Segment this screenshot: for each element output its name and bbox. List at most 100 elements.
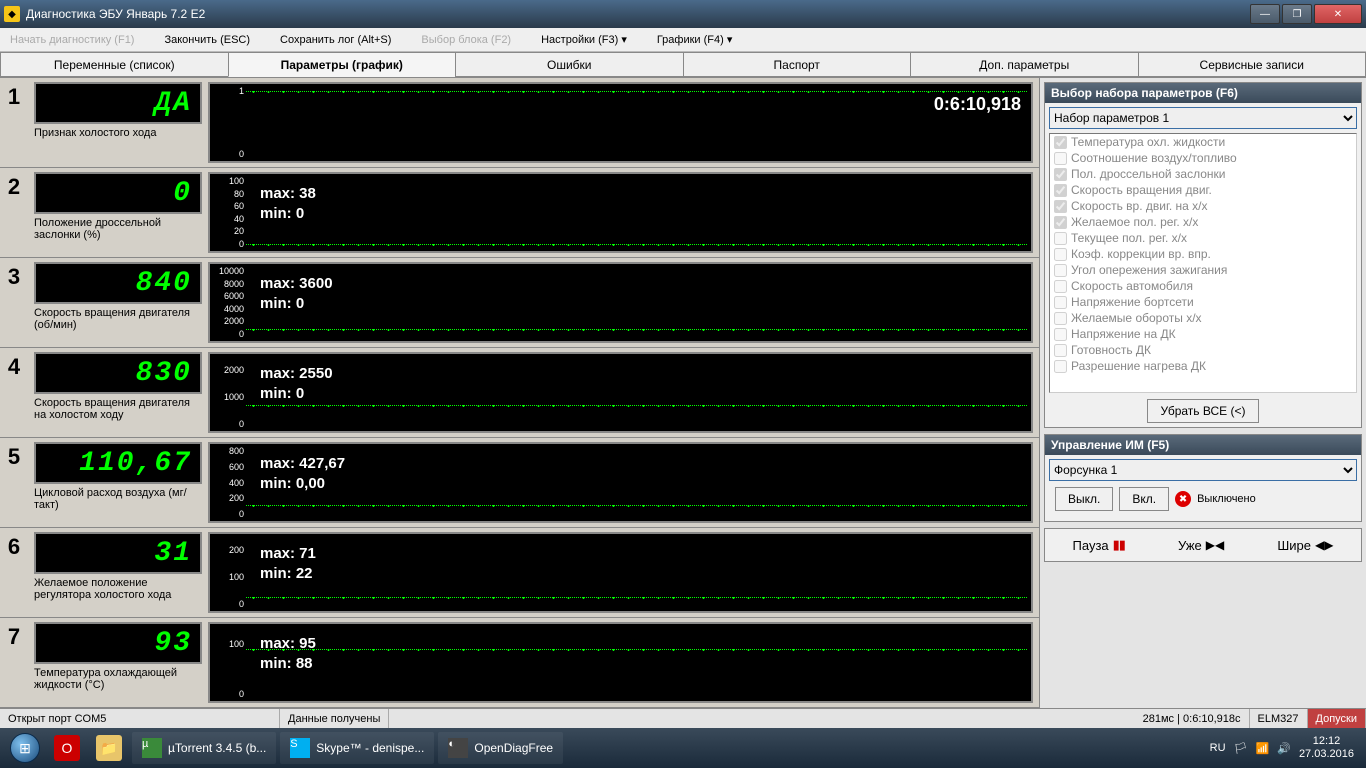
param-value-display: 840 bbox=[34, 262, 202, 304]
tab-extra[interactable]: Доп. параметры bbox=[910, 52, 1138, 77]
param-chart: 1000max: 95min: 88 bbox=[208, 622, 1033, 703]
checklist-item[interactable]: Желаемые обороты х/х bbox=[1050, 310, 1356, 326]
checklist-checkbox[interactable] bbox=[1054, 200, 1067, 213]
checklist-item[interactable]: Желаемое пол. рег. х/х bbox=[1050, 214, 1356, 230]
clear-all-button[interactable]: Убрать ВСЕ (<) bbox=[1147, 399, 1258, 423]
checklist-item[interactable]: Разрешение нагрева ДК bbox=[1050, 358, 1356, 374]
param-cell: 0Положение дроссельной заслонки (%) bbox=[28, 168, 208, 257]
param-label: Скорость вращения двигателя на холостом … bbox=[34, 397, 202, 421]
checklist-checkbox[interactable] bbox=[1054, 360, 1067, 373]
chart-y-labels: 200010000 bbox=[212, 356, 244, 429]
param-chart: 1000080006000400020000max: 3600min: 0 bbox=[208, 262, 1033, 343]
narrow-button[interactable]: Уже ▶◀ bbox=[1178, 538, 1224, 553]
taskbar-task-opendiag[interactable]: ◐OpenDiagFree bbox=[438, 732, 563, 764]
im-select[interactable]: Форсунка 1 bbox=[1049, 459, 1357, 481]
tray-sound-icon[interactable]: 🔊 bbox=[1277, 742, 1291, 755]
checklist-checkbox[interactable] bbox=[1054, 184, 1067, 197]
status-bar: Открыт порт COM5 Данные получены 281мс |… bbox=[0, 708, 1366, 728]
chart-data-line bbox=[246, 505, 1027, 506]
tab-errors[interactable]: Ошибки bbox=[455, 52, 683, 77]
checklist-item[interactable]: Скорость вращения двиг. bbox=[1050, 182, 1356, 198]
charts-menu[interactable]: Графики (F4) ▾ bbox=[657, 33, 733, 46]
wide-button[interactable]: Шире ◀▶ bbox=[1277, 538, 1333, 553]
tray-clock[interactable]: 12:12 27.03.2016 bbox=[1299, 735, 1354, 761]
param-label: Положение дроссельной заслонки (%) bbox=[34, 217, 202, 241]
param-value-display: 31 bbox=[34, 532, 202, 574]
im-off-button[interactable]: Выкл. bbox=[1055, 487, 1113, 511]
chart-maxmin: max: 2550min: 0 bbox=[260, 364, 333, 403]
checklist-checkbox[interactable] bbox=[1054, 312, 1067, 325]
chart-maxmin: max: 38min: 0 bbox=[260, 184, 316, 223]
checklist-checkbox[interactable] bbox=[1054, 168, 1067, 181]
checklist-item[interactable]: Соотношение воздух/топливо bbox=[1050, 150, 1356, 166]
param-checklist[interactable]: Температура охл. жидкостиСоотношение воз… bbox=[1049, 133, 1357, 393]
pause-button[interactable]: Пауза ▮▮ bbox=[1073, 537, 1125, 553]
param-set-select[interactable]: Набор параметров 1 bbox=[1049, 107, 1357, 129]
checklist-item[interactable]: Скорость вр. двиг. на х/х bbox=[1050, 198, 1356, 214]
tab-passport[interactable]: Паспорт bbox=[683, 52, 911, 77]
narrow-icon: ▶◀ bbox=[1206, 538, 1224, 552]
param-label: Цикловой расход воздуха (мг/такт) bbox=[34, 487, 202, 511]
im-state-label: Выключено bbox=[1197, 493, 1256, 505]
param-row: 20Положение дроссельной заслонки (%)1008… bbox=[0, 168, 1039, 258]
taskbar-pin-opera[interactable]: O bbox=[47, 732, 87, 764]
checklist-label: Угол опережения зажигания bbox=[1071, 263, 1227, 277]
right-sidebar: Выбор набора параметров (F6) Набор парам… bbox=[1040, 78, 1366, 708]
save-log-button[interactable]: Сохранить лог (Alt+S) bbox=[280, 34, 391, 46]
checklist-label: Напряжение на ДК bbox=[1071, 327, 1176, 341]
checklist-checkbox[interactable] bbox=[1054, 136, 1067, 149]
checklist-checkbox[interactable] bbox=[1054, 344, 1067, 357]
tray-network-icon[interactable]: 📶 bbox=[1256, 742, 1270, 755]
settings-menu[interactable]: Настройки (F3) ▾ bbox=[541, 33, 627, 46]
tray-lang[interactable]: RU bbox=[1210, 742, 1226, 754]
taskbar-task-utorrent[interactable]: µµTorrent 3.4.5 (b... bbox=[132, 732, 276, 764]
chart-data-line bbox=[246, 244, 1027, 245]
maximize-button[interactable]: ❐ bbox=[1282, 4, 1312, 24]
param-cell: 31Желаемое положение регулятора холостог… bbox=[28, 528, 208, 617]
checklist-item[interactable]: Коэф. коррекции вр. впр. bbox=[1050, 246, 1356, 262]
stop-diag-button[interactable]: Закончить (ESC) bbox=[164, 34, 250, 46]
checklist-label: Разрешение нагрева ДК bbox=[1071, 359, 1206, 373]
checklist-checkbox[interactable] bbox=[1054, 152, 1067, 165]
checklist-item[interactable]: Готовность ДК bbox=[1050, 342, 1356, 358]
checklist-checkbox[interactable] bbox=[1054, 280, 1067, 293]
chart-y-labels: 1000 bbox=[212, 626, 244, 699]
checklist-checkbox[interactable] bbox=[1054, 216, 1067, 229]
checklist-item[interactable]: Температура охл. жидкости bbox=[1050, 134, 1356, 150]
checklist-item[interactable]: Текущее пол. рег. х/х bbox=[1050, 230, 1356, 246]
checklist-checkbox[interactable] bbox=[1054, 328, 1067, 341]
close-button[interactable]: ✕ bbox=[1314, 4, 1362, 24]
tab-variables[interactable]: Переменные (список) bbox=[0, 52, 228, 77]
chart-y-labels: 1000080006000400020000 bbox=[212, 266, 244, 339]
status-alert[interactable]: Допуски bbox=[1308, 709, 1366, 728]
checklist-checkbox[interactable] bbox=[1054, 296, 1067, 309]
checklist-checkbox[interactable] bbox=[1054, 248, 1067, 261]
start-button[interactable]: ⊞ bbox=[4, 732, 46, 764]
minimize-button[interactable]: — bbox=[1250, 4, 1280, 24]
param-chart: 100:6:10,918 bbox=[208, 82, 1033, 163]
window-title: Диагностика ЭБУ Январь 7.2 E2 bbox=[26, 7, 1248, 21]
param-value-display: 93 bbox=[34, 622, 202, 664]
chart-timestamp: 0:6:10,918 bbox=[934, 94, 1021, 115]
select-block-button[interactable]: Выбор блока (F2) bbox=[421, 34, 511, 46]
checklist-checkbox[interactable] bbox=[1054, 232, 1067, 245]
checklist-item[interactable]: Угол опережения зажигания bbox=[1050, 262, 1356, 278]
im-stop-icon[interactable]: ✖ bbox=[1175, 491, 1191, 507]
im-on-button[interactable]: Вкл. bbox=[1119, 487, 1169, 511]
checklist-item[interactable]: Пол. дроссельной заслонки bbox=[1050, 166, 1356, 182]
tray-flag-icon[interactable]: 🏳 bbox=[1234, 742, 1248, 755]
checklist-item[interactable]: Напряжение бортсети bbox=[1050, 294, 1356, 310]
checklist-item[interactable]: Скорость автомобиля bbox=[1050, 278, 1356, 294]
start-diag-button[interactable]: Начать диагностику (F1) bbox=[10, 34, 134, 46]
status-port: Открыт порт COM5 bbox=[0, 709, 280, 728]
chart-y-labels: 2001000 bbox=[212, 536, 244, 609]
taskbar-pin-explorer[interactable]: 📁 bbox=[89, 732, 129, 764]
checklist-item[interactable]: Напряжение на ДК bbox=[1050, 326, 1356, 342]
param-number: 2 bbox=[0, 168, 28, 257]
tab-service[interactable]: Сервисные записи bbox=[1138, 52, 1366, 77]
tab-params-chart[interactable]: Параметры (график) bbox=[228, 52, 456, 77]
taskbar-task-skype[interactable]: SSkype™ - denispe... bbox=[280, 732, 434, 764]
param-cell: 840Скорость вращения двигателя (об/мин) bbox=[28, 258, 208, 347]
checklist-checkbox[interactable] bbox=[1054, 264, 1067, 277]
param-row: 4830Скорость вращения двигателя на холос… bbox=[0, 348, 1039, 438]
